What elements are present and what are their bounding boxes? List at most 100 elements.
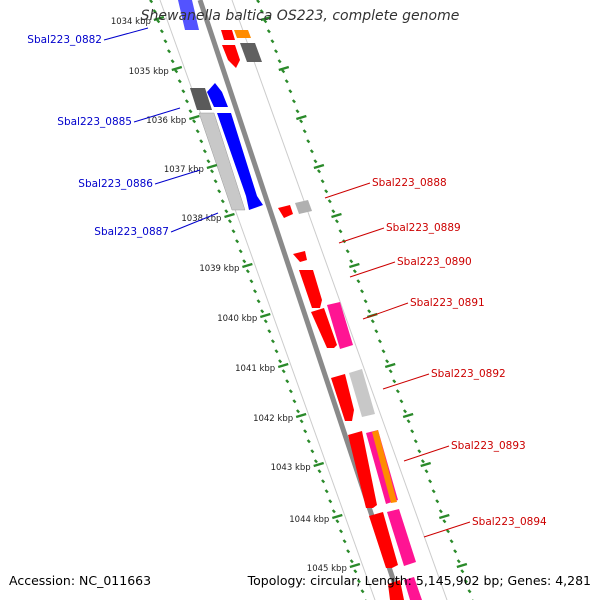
- scale-tick: [184, 99, 189, 104]
- gene-label[interactable]: Sbal223_0892: [431, 368, 506, 380]
- feature-gray-cds[interactable]: [349, 369, 375, 417]
- scale-tick: [309, 149, 314, 154]
- scale-tick: [267, 329, 272, 334]
- scale-tick: [163, 39, 168, 44]
- scale-tick: [270, 39, 275, 44]
- feature-red-cds[interactable]: [222, 45, 240, 68]
- scale-tick: [328, 499, 333, 504]
- scale-ruler-left: [149, 0, 367, 600]
- scale-tick: [242, 259, 247, 264]
- scale-tick: [370, 319, 375, 324]
- feature-other-cds[interactable]: [327, 302, 353, 349]
- scale-major-tick: [224, 212, 235, 219]
- scale-tick: [335, 519, 340, 524]
- scale-tick: [442, 519, 447, 524]
- scale-label: 1036 kbp: [146, 116, 186, 126]
- scale-tick: [202, 149, 207, 154]
- scale-tick: [224, 209, 229, 214]
- scale-tick: [159, 29, 164, 34]
- scale-tick: [317, 469, 322, 474]
- scale-tick: [399, 399, 404, 404]
- gene-label[interactable]: Sbal223_0882: [27, 34, 102, 46]
- scale-tick: [259, 9, 264, 14]
- feature-red-cds[interactable]: [331, 374, 354, 421]
- feature-red-cds[interactable]: [311, 308, 337, 348]
- scale-tick: [363, 299, 368, 304]
- scale-labels: 1034 kbp 1035 kbp 1036 kbp 1037 kbp 1038 kbp…: [111, 15, 468, 574]
- feature-gray-cds[interactable]: [190, 88, 212, 110]
- scale-tick: [345, 249, 350, 254]
- scale-tick: [395, 389, 400, 394]
- scale-tick: [428, 479, 433, 484]
- scale-tick: [327, 199, 332, 204]
- gene-label[interactable]: Sbal223_0886: [78, 178, 153, 190]
- genome-summary-text: Topology: circular; Length: 5,145,902 bp…: [247, 573, 591, 588]
- gene-label[interactable]: Sbal223_0890: [397, 256, 472, 268]
- scale-major-tick: [313, 163, 325, 170]
- gene-label[interactable]: Sbal223_0893: [451, 440, 526, 452]
- scale-tick: [403, 409, 408, 414]
- scale-major-tick: [296, 114, 307, 121]
- feature-red-cds[interactable]: [293, 251, 307, 262]
- scale-major-tick: [277, 362, 289, 369]
- scale-tick: [313, 459, 318, 464]
- feature-orange-cds[interactable]: [234, 30, 251, 38]
- scale-tick: [449, 539, 454, 544]
- scale-tick: [445, 529, 450, 534]
- gene-label[interactable]: Sbal223_0894: [472, 516, 547, 528]
- scale-label: 1037 kbp: [164, 165, 204, 175]
- scale-tick: [385, 359, 390, 364]
- scale-tick: [274, 349, 279, 354]
- scale-label: 1044 kbp: [289, 515, 329, 525]
- gene-labels: Sbal223_0882 Sbal223_0885 Sbal223_0886 Sbal…: [27, 27, 547, 538]
- gene-label[interactable]: Sbal223_0889: [386, 222, 461, 234]
- feature-reverse-cds[interactable]: [217, 113, 263, 210]
- scale-tick: [266, 29, 271, 34]
- feature-red-cds[interactable]: [278, 205, 293, 218]
- feature-red-cds[interactable]: [388, 580, 404, 600]
- scale-tick: [338, 229, 343, 234]
- feature-other-cds[interactable]: [387, 509, 416, 566]
- feature-red-cds[interactable]: [299, 270, 322, 308]
- scale-tick: [284, 79, 289, 84]
- scale-tick: [388, 369, 393, 374]
- feature-red-cds[interactable]: [348, 431, 377, 508]
- feature-other-cds[interactable]: [404, 577, 422, 600]
- scale-tick: [406, 419, 411, 424]
- scale-tick: [349, 259, 354, 264]
- gene-label[interactable]: Sbal223_0887: [94, 226, 169, 238]
- feature-gray-cds[interactable]: [198, 112, 246, 211]
- gene-label-connector: [324, 182, 371, 199]
- scale-label: 1040 kbp: [217, 314, 257, 324]
- gene-label-connector: [362, 302, 409, 320]
- scale-tick: [181, 89, 186, 94]
- scale-tick: [152, 9, 157, 14]
- scale-tick: [177, 79, 182, 84]
- scale-tick: [270, 339, 275, 344]
- scale-tick: [299, 119, 304, 124]
- scale-major-tick: [278, 65, 290, 72]
- scale-label: 1035 kbp: [129, 67, 169, 77]
- gene-label[interactable]: Sbal223_0885: [57, 116, 132, 128]
- feature-red-cds[interactable]: [369, 512, 398, 568]
- scale-tick: [195, 129, 200, 134]
- scale-label: 1041 kbp: [235, 364, 275, 374]
- scale-tick: [324, 189, 329, 194]
- backbone: [197, 0, 403, 600]
- scale-tick: [199, 139, 204, 144]
- gene-label[interactable]: Sbal223_0888: [372, 177, 447, 189]
- feature-reverse-cds[interactable]: [207, 83, 228, 107]
- feature-orange-cds[interactable]: [372, 430, 397, 503]
- feature-reverse-cds[interactable]: [178, 0, 199, 30]
- feature-gray-cds[interactable]: [240, 43, 262, 62]
- gene-label[interactable]: Sbal223_0891: [410, 297, 485, 309]
- scale-major-tick: [313, 461, 325, 468]
- scale-tick: [420, 459, 425, 464]
- feature-red-cds[interactable]: [221, 30, 235, 40]
- gene-label-connector: [423, 521, 471, 538]
- scale-tick: [313, 159, 318, 164]
- scale-tick: [188, 109, 193, 114]
- scale-tick: [231, 229, 236, 234]
- gene-label-connector: [338, 227, 385, 244]
- feature-gray-cds[interactable]: [295, 200, 312, 214]
